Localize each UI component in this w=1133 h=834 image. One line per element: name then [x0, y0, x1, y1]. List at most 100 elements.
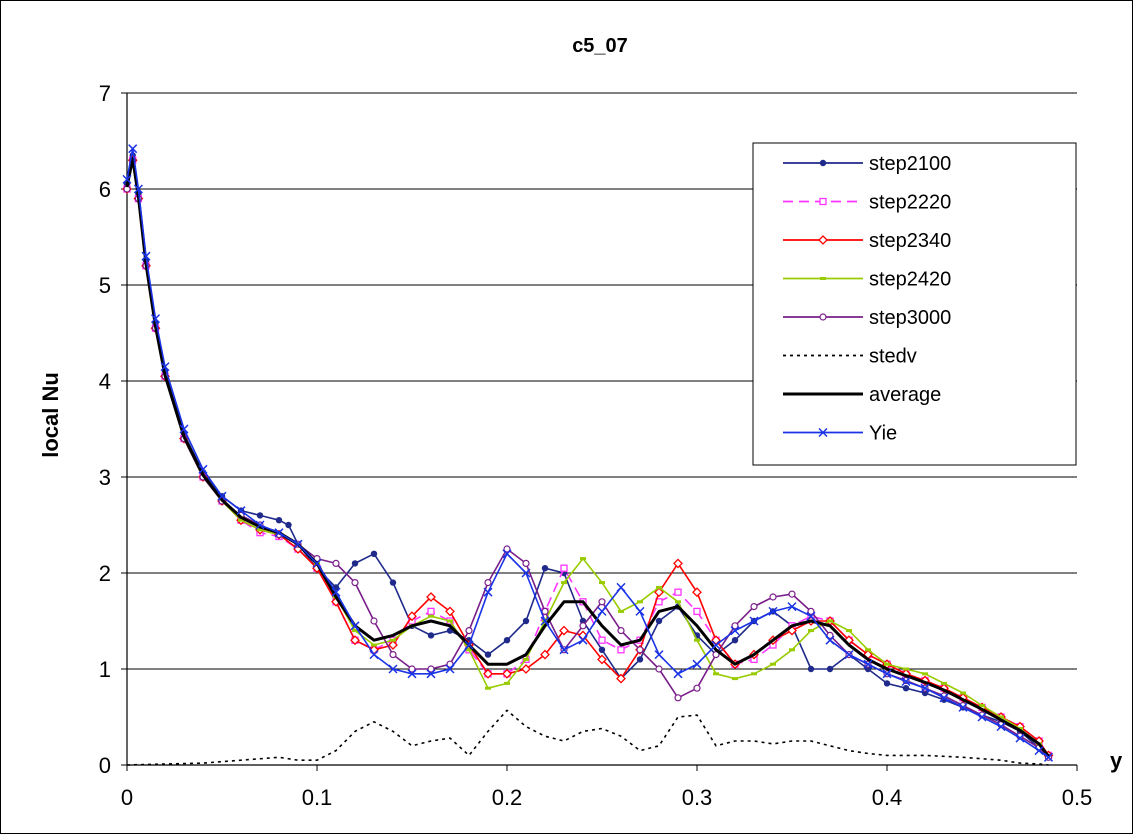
- data-point-Yie: [274, 528, 284, 538]
- legend-item-average: average: [783, 384, 941, 406]
- data-point-step3000: [370, 617, 378, 625]
- data-point-step2420: [428, 614, 434, 618]
- data-point-step2420: [390, 638, 396, 642]
- legend-label: stedv: [869, 346, 917, 368]
- data-point-Yie: [133, 184, 143, 194]
- y-tick-label: 7: [99, 81, 111, 106]
- y-tick-label: 1: [99, 657, 111, 682]
- data-point-step2340: [407, 611, 417, 622]
- data-point-step2100: [731, 637, 739, 644]
- data-point-step2420: [713, 672, 719, 676]
- data-point-step2420: [751, 672, 757, 676]
- legend-item-stedv: stedv: [783, 346, 917, 368]
- data-point-step2100: [636, 656, 644, 663]
- data-point-step2420: [485, 686, 491, 690]
- data-point-step3000: [579, 622, 587, 630]
- data-point-step2220: [617, 646, 625, 654]
- data-point-Yie: [673, 669, 683, 679]
- data-point-step2220: [598, 636, 606, 644]
- data-point-Yie: [863, 659, 873, 669]
- data-point-step2100: [598, 646, 606, 653]
- legend-label: step2220: [869, 192, 951, 214]
- legend-label: step2420: [869, 269, 951, 291]
- data-point-Yie: [711, 640, 721, 650]
- legend-marker: [818, 427, 828, 438]
- data-point-Yie: [1015, 733, 1025, 743]
- data-point-step2100: [883, 680, 891, 687]
- data-point-Yie: [844, 650, 854, 660]
- data-point-step3000: [541, 607, 549, 616]
- data-point-step2420: [1017, 727, 1023, 731]
- data-point-step2340: [502, 668, 512, 679]
- data-point-step2340: [540, 649, 550, 660]
- data-point-Yie: [198, 464, 208, 474]
- data-point-step2420: [884, 662, 890, 666]
- data-point-step2420: [656, 585, 662, 589]
- data-point-step2100: [389, 579, 397, 586]
- data-point-step2340: [350, 635, 360, 646]
- data-point-Yie: [996, 722, 1006, 732]
- series-layer: [122, 144, 1054, 766]
- y-tick-label: 5: [99, 273, 111, 298]
- y-tick-label: 4: [99, 369, 111, 394]
- legend-marker: [819, 313, 827, 321]
- legend-item-step2100: step2100: [783, 153, 951, 175]
- data-point-Yie: [464, 640, 474, 650]
- data-point-step2340: [483, 668, 493, 679]
- data-point-step2420: [466, 648, 472, 652]
- legend-item-step2340: step2340: [783, 230, 951, 252]
- data-point-step2340: [692, 587, 702, 598]
- data-point-step3000: [389, 650, 397, 659]
- tick-labels: 0 1 2 3 4 5 6 7 0 0.1 0.2 0.3 0.4 0.5: [99, 81, 1093, 810]
- data-point-step2340: [673, 558, 683, 569]
- data-point-Yie: [236, 506, 246, 516]
- y-tick-label: 2: [99, 561, 111, 586]
- data-point-Yie: [559, 645, 569, 655]
- data-point-step2340: [654, 587, 664, 598]
- data-point-step2420: [770, 662, 776, 666]
- data-point-step3000: [617, 626, 625, 635]
- data-point-Yie: [958, 702, 968, 712]
- data-point-step2420: [580, 557, 586, 561]
- data-point-Yie: [901, 676, 911, 687]
- data-point-Yie: [692, 659, 702, 669]
- data-point-Yie: [426, 669, 436, 679]
- data-point-step3000: [788, 590, 796, 598]
- data-point-step2420: [599, 581, 605, 585]
- data-point-step2100: [351, 560, 359, 567]
- series-line-average: [125, 156, 1050, 758]
- data-point-Yie: [1043, 752, 1054, 762]
- data-point-Yie: [350, 621, 360, 631]
- y-axis-label: local Nu: [38, 372, 63, 458]
- data-point-Yie: [369, 650, 379, 660]
- data-point-Yie: [768, 606, 778, 616]
- data-point-step3000: [408, 665, 416, 673]
- data-point-step2100: [503, 637, 511, 644]
- data-point-step2100: [484, 651, 492, 658]
- data-point-step2420: [447, 619, 453, 623]
- x-tick-label: 0.1: [302, 785, 333, 810]
- data-point-step2420: [789, 648, 795, 652]
- data-point-step2340: [559, 625, 569, 636]
- data-point-Yie: [407, 669, 417, 679]
- data-point-step3000: [674, 694, 682, 702]
- data-point-step2100: [807, 665, 815, 673]
- data-point-Yie: [1034, 746, 1044, 756]
- data-point-Yie: [521, 568, 531, 578]
- data-point-step2420: [675, 600, 681, 604]
- data-point-Yie: [749, 616, 759, 626]
- data-point-step3000: [484, 578, 492, 587]
- data-point-Yie: [141, 251, 151, 261]
- data-point-step3000: [598, 598, 606, 606]
- legend: step2100 step2220 step2340 step2420 step3000…: [752, 142, 1077, 466]
- legend-label: average: [869, 384, 941, 406]
- data-point-Yie: [122, 174, 132, 184]
- legend-box: [752, 142, 1077, 466]
- data-point-step3000: [636, 646, 644, 654]
- data-point-step2100: [826, 665, 834, 673]
- x-axis-label: y: [1110, 748, 1123, 773]
- data-point-step3000: [522, 559, 530, 568]
- legend-marker: [818, 235, 828, 245]
- data-point-Yie: [502, 549, 512, 559]
